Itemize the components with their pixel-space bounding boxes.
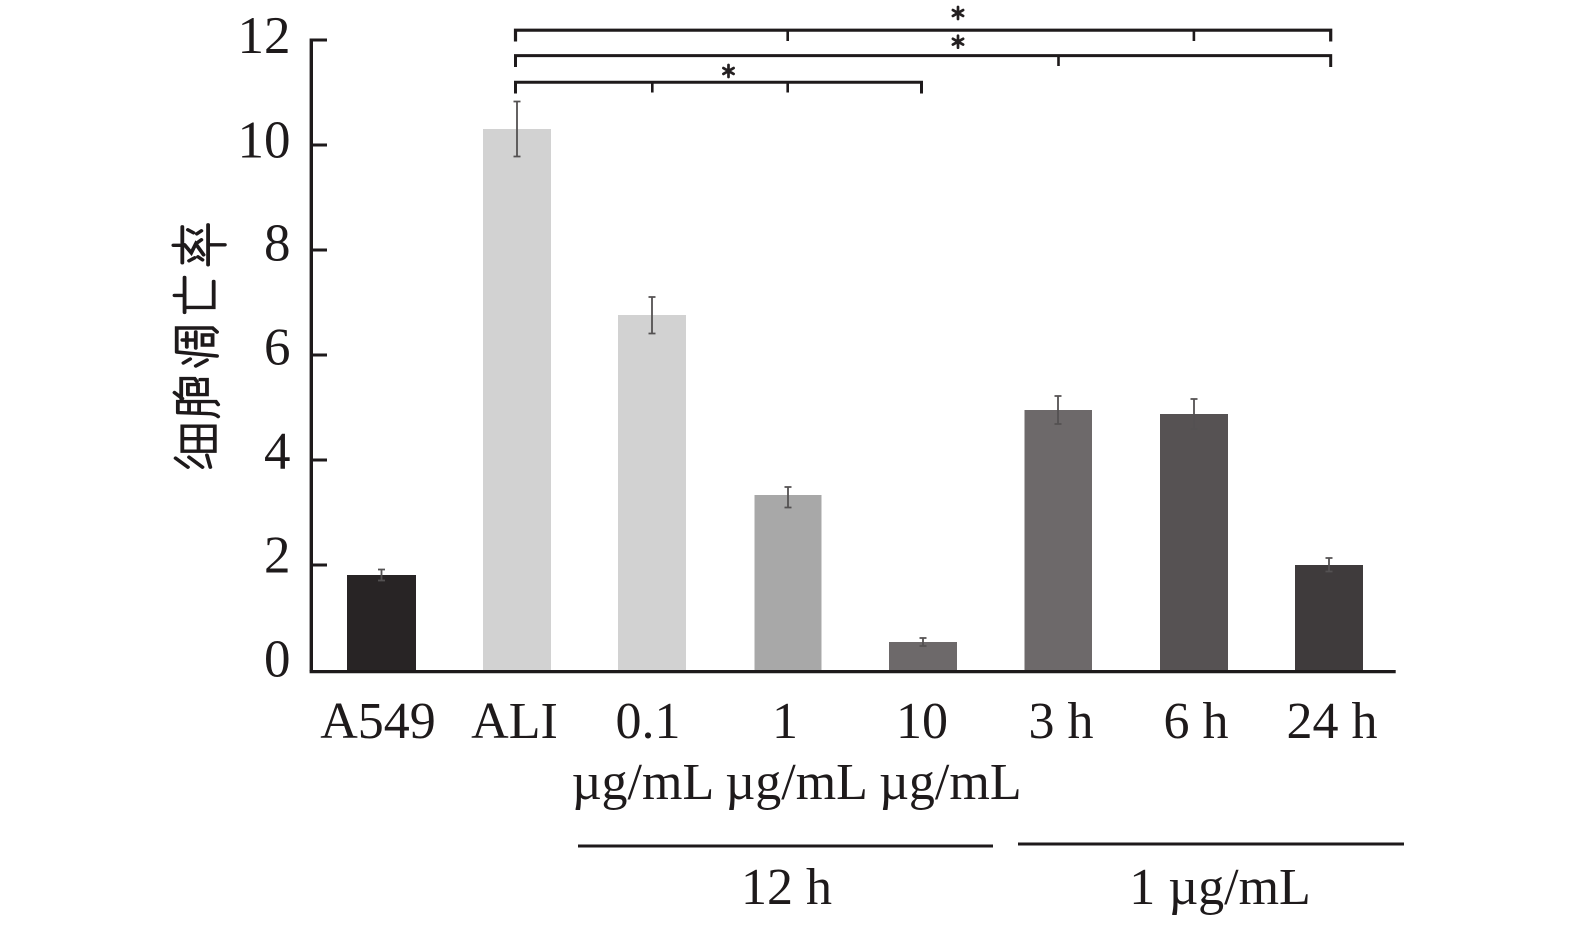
svg-text:2: 2: [264, 527, 291, 585]
svg-text:1: 1: [772, 693, 798, 750]
svg-text:ALI: ALI: [471, 693, 558, 750]
svg-text:µg/mL µg/mL µg/mL: µg/mL µg/mL µg/mL: [572, 754, 1022, 811]
svg-text:1 µg/mL: 1 µg/mL: [1129, 859, 1311, 916]
svg-text:4: 4: [264, 423, 291, 481]
svg-text:10: 10: [896, 693, 948, 750]
svg-text:12 h: 12 h: [741, 859, 832, 916]
svg-text:6: 6: [264, 319, 291, 377]
svg-text:24 h: 24 h: [1287, 693, 1378, 750]
svg-text:0.1: 0.1: [616, 693, 681, 750]
svg-text:3 h: 3 h: [1029, 693, 1094, 750]
svg-text:10: 10: [238, 112, 291, 170]
svg-text:12: 12: [238, 7, 291, 65]
svg-text:0: 0: [264, 631, 291, 689]
svg-text:8: 8: [264, 215, 291, 273]
svg-text:6 h: 6 h: [1164, 693, 1229, 750]
svg-text:A549: A549: [320, 693, 436, 750]
